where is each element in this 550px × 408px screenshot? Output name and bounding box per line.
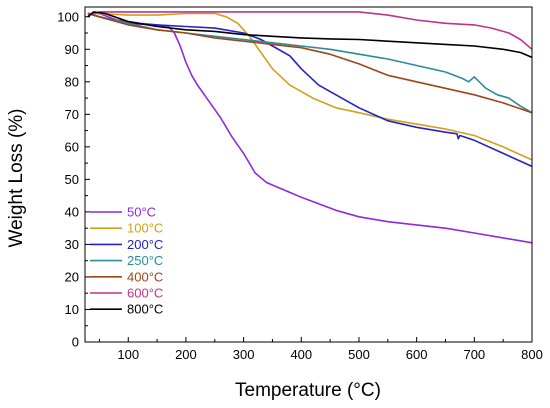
legend-label: 800°C [127,302,163,317]
x-tick-label: 700 [463,347,485,362]
x-tick-label: 400 [290,347,312,362]
x-tick-label: 200 [175,347,197,362]
legend-label: 50°C [127,205,156,220]
legend-label: 250°C [127,253,163,268]
series-line-6 [87,11,533,59]
x-tick-label: 800 [521,347,543,362]
legend-label: 600°C [127,286,163,301]
y-tick-label: 60 [65,139,79,154]
y-axis: 0 10 20 30 40 50 60 70 80 90 100 [57,9,90,350]
x-axis-title: Temperature (°C) [235,380,381,401]
legend-label: 100°C [127,221,163,236]
y-tick-label: 100 [57,9,79,24]
series-line-1 [87,12,533,161]
plot-frame [84,6,533,343]
legend-label: 200°C [127,237,163,252]
series-line-5 [87,11,533,50]
x-tick-label: 600 [406,347,428,362]
legend-label: 400°C [127,269,163,284]
y-tick-label: 80 [65,74,79,89]
y-tick-label: 90 [65,42,79,57]
y-axis-title: Weight Loss (%) [6,108,27,247]
y-tick-label: 10 [65,302,79,317]
x-tick-label: 100 [117,347,139,362]
x-axis: 100 200 300 400 500 600 700 800 [98,337,543,362]
x-tick-label: 300 [233,347,255,362]
series-line-3 [87,12,533,114]
y-tick-label: 20 [65,269,79,284]
y-tick-label: 70 [65,107,79,122]
series-line-4 [87,12,533,114]
y-tick-label: 30 [65,237,79,252]
y-tick-label: 0 [72,335,79,350]
series-layer [87,11,533,244]
x-tick-label: 500 [348,347,370,362]
y-tick-label: 40 [65,204,79,219]
series-line-2 [87,12,533,168]
y-tick-label: 50 [65,172,79,187]
